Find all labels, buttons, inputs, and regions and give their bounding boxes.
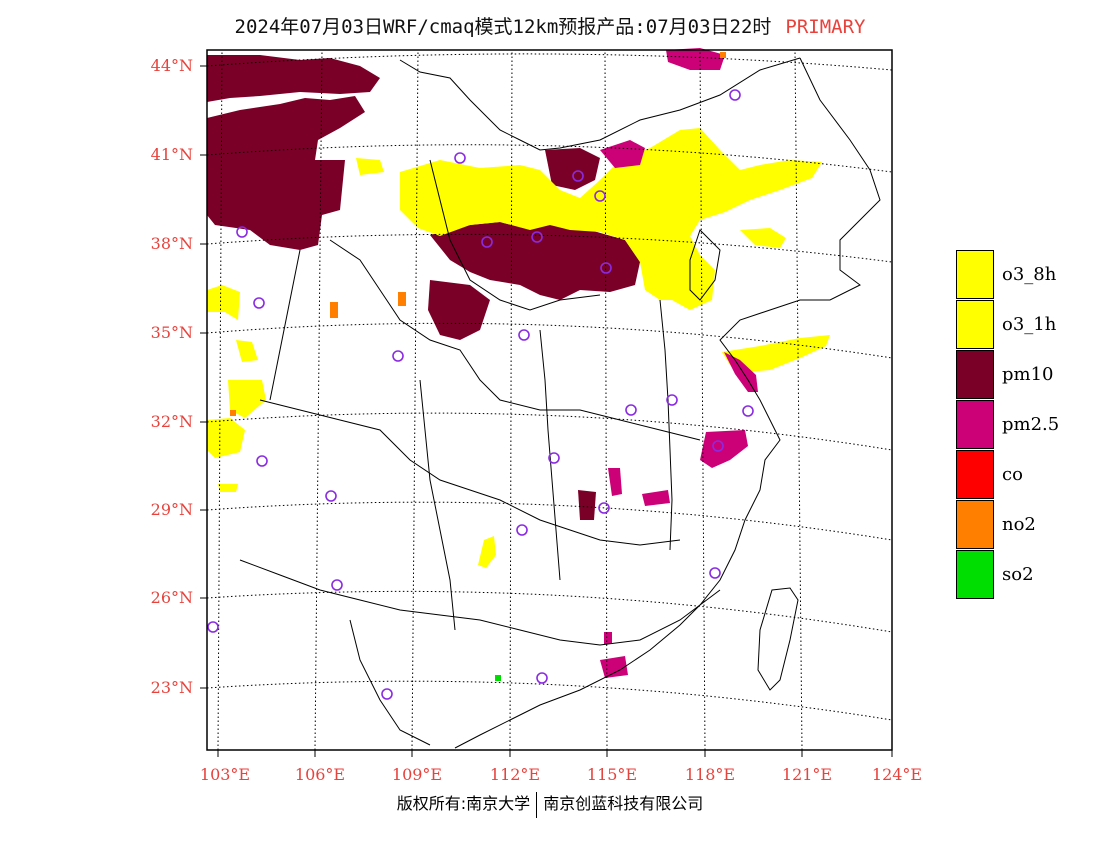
pm10-field xyxy=(207,55,640,520)
coastline xyxy=(454,57,881,749)
legend-label: o3_8h xyxy=(1002,264,1057,285)
legend-swatch xyxy=(956,350,994,399)
legend-swatch xyxy=(956,250,994,299)
lon-label-121: 121°E xyxy=(781,765,833,784)
legend-swatch xyxy=(956,450,994,499)
lon-label-118: 118°E xyxy=(684,765,736,784)
legend-swatch xyxy=(956,550,994,599)
o3-field xyxy=(207,128,830,568)
legend-label: no2 xyxy=(1002,514,1036,535)
legend-item-so2: so2 xyxy=(956,550,1096,600)
legend-label: pm2.5 xyxy=(1002,414,1060,435)
copyright-right: 南京创蓝科技有限公司 xyxy=(543,794,704,813)
lat-label-32: 32°N xyxy=(150,412,193,431)
city-markers xyxy=(207,89,754,700)
lat-label-44: 44°N xyxy=(150,56,193,75)
lon-label-112: 112°E xyxy=(489,765,541,784)
legend-label: pm10 xyxy=(1002,364,1054,385)
axis-ticks xyxy=(200,65,893,757)
lat-label-26: 26°N xyxy=(150,588,193,607)
lon-label-124: 124°E xyxy=(871,765,923,784)
legend-item-o3-8h: o3_8h xyxy=(956,250,1096,300)
lat-label-29: 29°N xyxy=(150,500,193,519)
legend-item-pm10: pm10 xyxy=(956,350,1096,400)
title-tag: PRIMARY xyxy=(785,16,866,38)
legend-item-co: co xyxy=(956,450,1096,500)
no2-field xyxy=(230,52,726,416)
title-main: 2024年07月03日WRF/cmaq模式12km预报产品:07月03日22时 xyxy=(234,16,772,38)
map-title: 2024年07月03日WRF/cmaq模式12km预报产品:07月03日22时 P… xyxy=(0,12,1100,39)
lon-label-109: 109°E xyxy=(391,765,443,784)
legend-item-no2: no2 xyxy=(956,500,1096,550)
lat-label-41: 41°N xyxy=(150,145,193,164)
lat-label-35: 35°N xyxy=(150,323,193,342)
lon-label-106: 106°E xyxy=(294,765,346,784)
legend-item-pm25: pm2.5 xyxy=(956,400,1096,450)
legend-swatch xyxy=(956,500,994,549)
graticule xyxy=(206,49,893,751)
lon-label-115: 115°E xyxy=(586,765,638,784)
footer-separator xyxy=(536,791,538,818)
map-frame xyxy=(206,49,893,751)
lat-label-23: 23°N xyxy=(150,678,193,697)
legend-item-o3-1h: o3_1h xyxy=(956,300,1096,350)
legend-label: so2 xyxy=(1002,564,1034,585)
province-boundaries xyxy=(239,57,801,746)
so2-field xyxy=(495,675,501,681)
legend-label: co xyxy=(1002,464,1023,485)
lon-label-103: 103°E xyxy=(199,765,251,784)
legend-swatch xyxy=(956,300,994,349)
legend-swatch xyxy=(956,400,994,449)
lat-label-38: 38°N xyxy=(150,234,193,253)
copyright-footer: 版权所有:南京大学 南京创蓝科技有限公司 xyxy=(0,790,1100,818)
copyright-left: 版权所有:南京大学 xyxy=(396,794,531,813)
legend-label: o3_1h xyxy=(1002,314,1057,335)
pm25-field xyxy=(600,48,758,678)
